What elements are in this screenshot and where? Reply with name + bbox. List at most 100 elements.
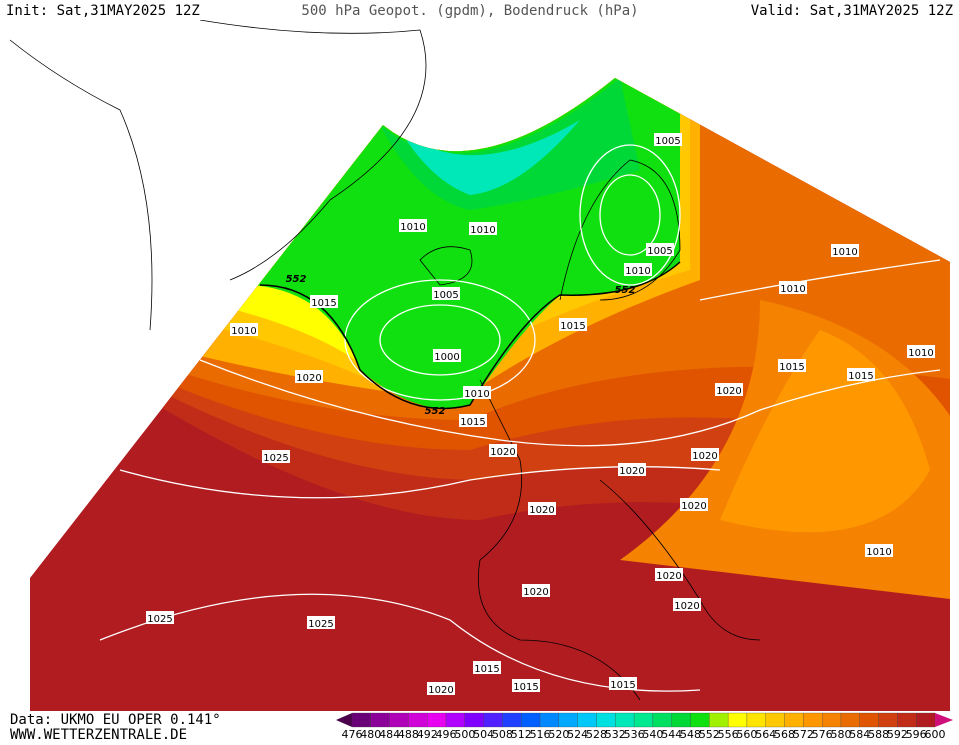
legend-level: 488 [398, 728, 419, 741]
isobar-label-box [691, 448, 719, 461]
coastlines [9, 19, 761, 701]
legend-swatch [351, 712, 371, 728]
isobar-label-box [427, 682, 455, 695]
isobar-label: 1015 [610, 680, 635, 691]
isobar-label: 1020 [490, 447, 515, 458]
isobar-label-box [262, 450, 290, 463]
isobar-label: 1020 [428, 685, 453, 696]
isobar-label: 1025 [147, 614, 172, 625]
isobar-label: 1010 [780, 284, 805, 295]
isobar-label-box [433, 349, 461, 362]
header-bar [0, 0, 959, 20]
legend-level: 524 [567, 728, 588, 741]
color-legend: 4764804844884924965005045085125165205245… [336, 712, 953, 741]
contour-552 [259, 261, 681, 410]
isobar-label: 1005 [433, 290, 458, 301]
isobar-label: 1020 [619, 466, 644, 477]
legend-swatch [539, 712, 560, 728]
legend-level: 560 [736, 728, 757, 741]
legend-swatch [615, 712, 635, 728]
isobar-label-box [715, 383, 743, 396]
isobar-label-box [473, 661, 501, 674]
isobar-label: 1005 [647, 246, 672, 257]
legend-swatch [727, 712, 748, 728]
legend-level: 596 [906, 728, 927, 741]
isobar-label-box [469, 222, 497, 235]
legend-swatch [483, 712, 503, 728]
isobar-label: 1010 [231, 326, 256, 337]
isobar-label: 1015 [474, 664, 499, 675]
legend-level: 592 [887, 728, 908, 741]
legend-swatch [427, 712, 447, 728]
isobar-label-box [778, 359, 806, 372]
isobar-label: 1010 [866, 547, 891, 558]
isobar-label: 1015 [460, 417, 485, 428]
isobar-label-box [680, 498, 708, 511]
valid-time: Valid: Sat,31MAY2025 12Z [751, 3, 953, 19]
legend-level: 508 [492, 728, 513, 741]
legend-swatch [577, 712, 597, 728]
legend-level: 552 [699, 728, 720, 741]
contour-label: 552 [286, 274, 307, 285]
legend-swatch [408, 712, 428, 728]
isobar-label: 1010 [625, 266, 650, 277]
isobar-label-box [307, 616, 335, 629]
legend-swatch [464, 712, 484, 728]
website: WWW.WETTERZENTRALE.DE [10, 727, 187, 741]
legend-swatch [502, 712, 522, 728]
isobar-label: 1025 [263, 453, 288, 464]
isobar-label-box [399, 219, 427, 232]
isobar-label-box [847, 368, 875, 381]
map-title: 500 hPa Geopot. (gpdm), Bodendruck (hPa) [301, 3, 638, 19]
isobar-label-box [646, 243, 674, 256]
legend-level: 484 [379, 728, 400, 741]
isobar-label-box [310, 295, 338, 308]
legend-level: 496 [436, 728, 457, 741]
legend-swatch [521, 712, 541, 728]
isobar-label-box [489, 444, 517, 457]
legend-swatch [370, 712, 390, 728]
isobar-label-box [432, 287, 460, 300]
isobar-label-box [522, 584, 550, 597]
isobar-label: 1020 [296, 373, 321, 384]
isobar-label-box [865, 544, 893, 557]
legend-level: 588 [868, 728, 889, 741]
isobar-label-box [295, 370, 323, 383]
legend-swatch [878, 712, 898, 728]
legend-level: 532 [605, 728, 626, 741]
isobar-label: 1020 [681, 501, 706, 512]
legend-swatch [803, 712, 823, 728]
legend-level: 492 [417, 728, 438, 741]
legend-level: 584 [849, 728, 870, 741]
legend-level: 556 [718, 728, 739, 741]
legend-level: 500 [454, 728, 475, 741]
isobar-label: 1005 [655, 136, 680, 147]
isobar-label: 1020 [716, 386, 741, 397]
isobar-label: 1010 [908, 348, 933, 359]
legend-swatch [765, 712, 785, 728]
legend-swatch [445, 712, 465, 728]
legend-swatch [746, 712, 766, 728]
legend-swatch [596, 712, 616, 728]
isobar-label-box [230, 323, 258, 336]
data-source: Data: UKMO EU OPER 0.141° [10, 712, 221, 728]
legend-swatch [840, 712, 860, 728]
isobar-label: 1025 [308, 619, 333, 630]
legend-swatch [916, 712, 936, 728]
isobar-label: 1015 [779, 362, 804, 373]
isobar-label-box [907, 345, 935, 358]
legend-swatch [389, 712, 409, 728]
isobar-label-box [831, 244, 859, 257]
isobar-labels: 1005 1010 1010 1015 1010 1005 1000 1005 1010 1015… [146, 133, 935, 696]
legend-level: 528 [586, 728, 607, 741]
isobar-label: 1015 [848, 371, 873, 382]
legend-level: 540 [642, 728, 663, 741]
legend-level: 512 [511, 728, 532, 741]
legend-swatch [671, 712, 691, 728]
legend-arrow-high [935, 713, 953, 727]
legend-swatch [690, 712, 710, 728]
legend-level: 548 [680, 728, 701, 741]
isobar-label: 1010 [464, 389, 489, 400]
